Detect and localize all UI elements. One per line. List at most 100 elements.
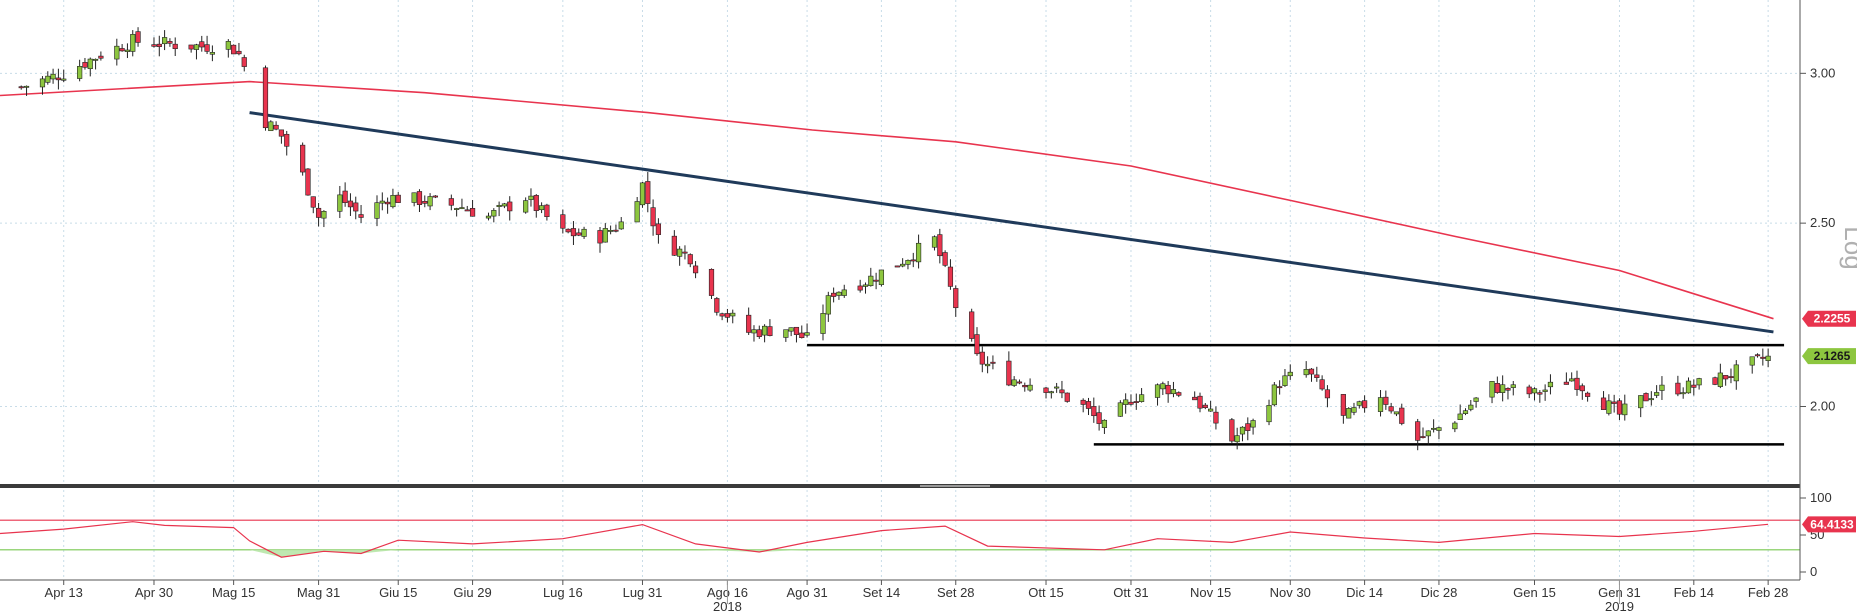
- candle-body: [793, 326, 800, 335]
- last-price-badge-shape: [1802, 348, 1856, 365]
- candle-down: [1420, 427, 1426, 439]
- candle-body: [1510, 384, 1516, 388]
- candle-down: [1133, 393, 1139, 410]
- candle-up: [836, 291, 842, 300]
- candle-body: [1197, 395, 1203, 409]
- candle-body: [650, 207, 656, 227]
- x-tick-label: Feb 28: [1748, 585, 1788, 600]
- candle-down: [1537, 390, 1543, 403]
- candle-down: [347, 193, 354, 216]
- x-tick-label: Giu 29: [453, 585, 491, 600]
- candle-down: [1059, 380, 1065, 399]
- candle-body: [799, 332, 805, 338]
- candle-up: [1287, 364, 1293, 380]
- rsi-badge: 64.4133: [1802, 516, 1856, 533]
- candle-up: [1138, 388, 1145, 403]
- candle-body: [1494, 383, 1500, 393]
- candle-up: [862, 282, 869, 294]
- candle-body: [1176, 392, 1182, 396]
- candle-up: [485, 212, 492, 221]
- candle-body: [634, 201, 640, 223]
- rsi-badge-shape: [1802, 516, 1856, 533]
- candle-up: [900, 258, 906, 268]
- candle-up: [1377, 390, 1384, 417]
- candle-down: [894, 265, 900, 268]
- candle-up: [1638, 395, 1644, 418]
- candle-down: [687, 253, 693, 268]
- candle-down: [708, 268, 715, 300]
- candle-up: [1622, 394, 1628, 421]
- candle-down: [1064, 392, 1070, 403]
- candle-down: [1043, 387, 1049, 399]
- candle-down: [1213, 406, 1219, 430]
- candle-body: [581, 228, 587, 237]
- candle-up: [1351, 402, 1357, 416]
- candle-body: [894, 265, 900, 268]
- candle-up: [130, 30, 136, 57]
- candle-body: [1138, 394, 1145, 402]
- candle-body: [347, 200, 354, 208]
- candle-body: [1654, 392, 1660, 396]
- candle-body: [61, 78, 67, 81]
- candle-body: [1526, 386, 1532, 395]
- candle-body: [576, 232, 582, 236]
- candle-body: [1101, 419, 1108, 428]
- candle-up: [1208, 400, 1214, 412]
- candle-up: [677, 246, 683, 266]
- candle-body: [719, 313, 725, 317]
- x-tick-label: Set 14: [863, 585, 901, 600]
- candle-body: [1314, 374, 1320, 378]
- candle-up: [1569, 372, 1575, 382]
- candle-body: [671, 235, 677, 256]
- candle-body: [533, 195, 539, 211]
- candle-down: [1643, 392, 1649, 402]
- candle-up: [459, 198, 465, 210]
- candle-body: [900, 263, 906, 267]
- candle-down: [756, 325, 762, 339]
- candle-body: [618, 221, 624, 230]
- candle-body: [1043, 387, 1049, 393]
- candle-body: [1064, 392, 1070, 402]
- candle-down: [533, 194, 539, 218]
- candle-body: [353, 202, 359, 212]
- candle-body: [1271, 384, 1277, 406]
- x-tick-label: Apr 13: [45, 585, 83, 600]
- candle-up: [268, 120, 274, 132]
- candle-down: [1611, 394, 1617, 413]
- candle-up: [1282, 369, 1288, 387]
- candle-body: [162, 37, 168, 45]
- candle-up: [1680, 387, 1686, 399]
- candle-up: [1531, 387, 1538, 401]
- candle-body: [1611, 401, 1617, 404]
- candle-body: [305, 168, 311, 196]
- candle-up: [1346, 407, 1352, 419]
- candle-down: [1096, 405, 1102, 431]
- candle-body: [825, 295, 831, 315]
- candle-down: [231, 44, 237, 55]
- candle-down: [682, 245, 688, 260]
- candle-body: [1383, 396, 1389, 405]
- candle-up: [1266, 399, 1272, 426]
- candle-body: [1643, 393, 1649, 402]
- candle-body: [262, 67, 269, 129]
- candle-body: [1733, 364, 1739, 382]
- candle-down: [1128, 394, 1134, 406]
- candle-down: [507, 196, 513, 221]
- candle-body: [714, 298, 720, 313]
- candle-body: [82, 62, 88, 68]
- candle-body: [385, 201, 391, 205]
- candle-body: [469, 208, 476, 217]
- candle-down: [1192, 391, 1198, 401]
- candle-up: [1733, 360, 1739, 390]
- candle-down: [1494, 376, 1500, 394]
- candle-body: [565, 228, 571, 233]
- candle-body: [528, 195, 534, 200]
- candle-down: [448, 194, 454, 211]
- candle-down: [262, 65, 269, 131]
- candle-down: [1319, 375, 1325, 391]
- candle-body: [427, 196, 433, 207]
- last-price-badge-text: 2.1265: [1814, 349, 1851, 363]
- candle-body: [767, 326, 773, 336]
- candle-body: [1250, 420, 1256, 428]
